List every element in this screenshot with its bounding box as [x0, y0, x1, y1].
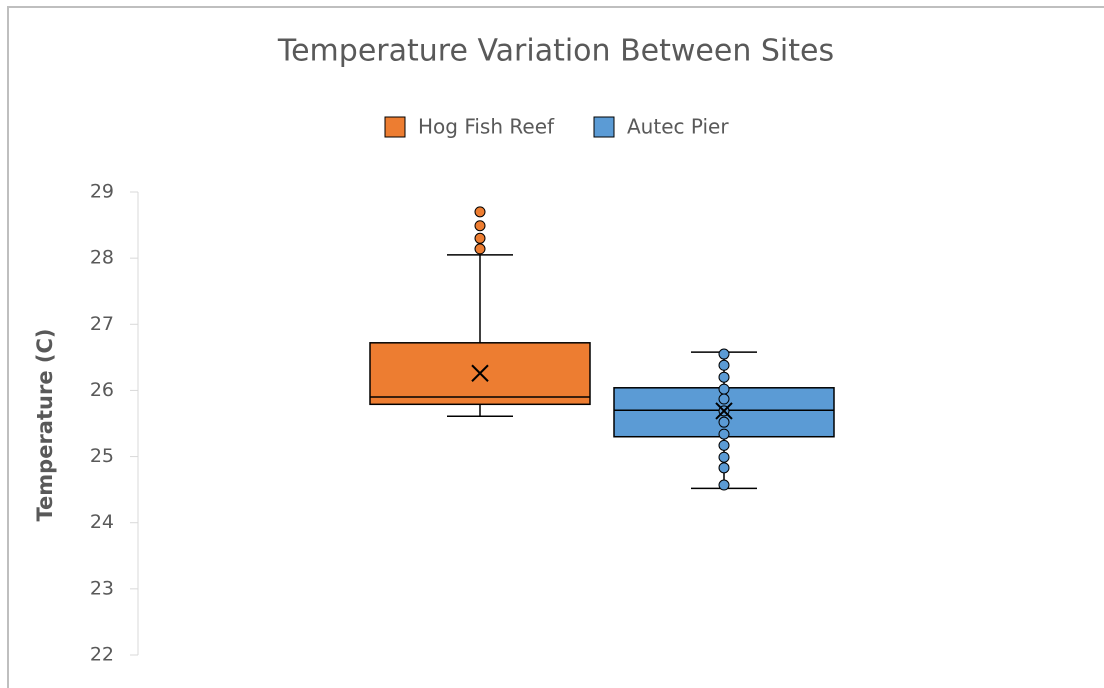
inner-point	[718, 451, 730, 463]
mean-marker	[471, 364, 489, 382]
mean-marker	[715, 402, 733, 420]
y-axis-label: Temperature (C)	[33, 329, 57, 522]
inner-point	[718, 371, 730, 383]
outlier	[474, 232, 486, 244]
outlier	[474, 220, 486, 232]
legend-label: Hog Fish Reef	[418, 115, 555, 139]
y-tick-label: 27	[90, 313, 114, 335]
legend-swatch	[593, 116, 615, 138]
inner-point	[718, 462, 730, 474]
y-tick-label: 25	[90, 445, 114, 467]
outlier	[474, 243, 486, 255]
outlier	[474, 206, 486, 218]
inner-point	[718, 359, 730, 371]
inner-point	[718, 479, 730, 491]
y-tick-label: 28	[90, 247, 114, 269]
y-tick-label: 23	[90, 577, 114, 599]
inner-point	[718, 428, 730, 440]
y-tick-label: 26	[90, 379, 114, 401]
inner-point	[718, 416, 730, 428]
y-tick-label: 29	[90, 181, 114, 203]
legend-swatch	[384, 116, 406, 138]
inner-point	[718, 439, 730, 451]
inner-point	[718, 393, 730, 405]
y-tick-label: 22	[90, 644, 114, 666]
legend-label: Autec Pier	[627, 115, 729, 139]
y-tick-label: 24	[90, 511, 114, 533]
inner-point	[718, 348, 730, 360]
chart-title: Temperature Variation Between Sites	[277, 34, 834, 69]
inner-point	[718, 383, 730, 395]
